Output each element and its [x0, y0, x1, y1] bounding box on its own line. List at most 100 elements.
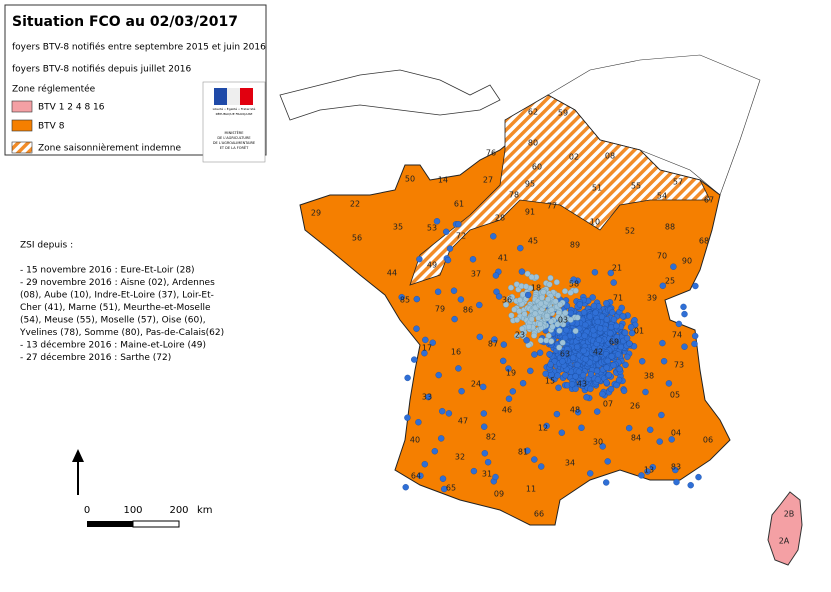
outbreak-dot: [563, 327, 570, 334]
outbreak-dot: [402, 484, 409, 491]
department-label: 58: [569, 280, 579, 289]
outbreak-dot: [594, 408, 601, 415]
outbreak-dot-old: [528, 316, 535, 323]
legend-label: BTV 8: [38, 122, 65, 132]
outbreak-dot: [570, 276, 577, 283]
zsi-lines: - 15 novembre 2016 : Eure-Et-Loir (28) - …: [19, 266, 224, 364]
outbreak-dot: [509, 388, 516, 395]
outbreak-dot: [546, 351, 553, 358]
department-label: 46: [502, 406, 512, 415]
outbreak-dot: [567, 309, 574, 317]
logo-ministry: MINISTÈRE: [225, 130, 244, 135]
outbreak-dot: [673, 478, 680, 486]
department-label: 79: [435, 305, 445, 314]
outbreak-dot-old: [519, 325, 526, 332]
outbreak-dot: [554, 372, 561, 379]
outbreak-dot: [623, 335, 631, 342]
legend-swatch: [11, 141, 33, 154]
outbreak-dot: [605, 371, 613, 379]
outbreak-dot: [599, 443, 606, 450]
outbreak-dot: [470, 467, 478, 475]
scale-bar: [87, 521, 133, 527]
logo-motto: Liberté • Égalité • Fraternité: [213, 106, 256, 111]
department-label: 41: [498, 254, 508, 263]
department-label: 25: [665, 277, 675, 286]
department-label: 22: [350, 200, 360, 209]
outbreak-dot: [500, 357, 507, 365]
department-label: 91: [525, 208, 535, 217]
outbreak-dot: [425, 393, 432, 401]
outbreak-dot: [622, 361, 629, 369]
outbreak-dot: [574, 409, 582, 416]
outbreak-dot: [559, 358, 566, 365]
outbreak-dot-old: [567, 289, 574, 296]
outbreak-dot: [568, 381, 576, 388]
uk-coast: [279, 69, 501, 121]
outbreak-dot: [587, 470, 594, 477]
outbreak-dot: [476, 333, 483, 341]
outbreak-dot: [639, 358, 646, 365]
department-label: 26: [630, 402, 640, 411]
legend-label: BTV 1 2 4 8 16: [38, 103, 105, 113]
department-label: 13: [644, 466, 654, 475]
department-label: 54: [657, 192, 667, 201]
logo-box: [202, 81, 266, 163]
zsi-line: Yvelines (78), Somme (80), Pas-de-Calais…: [19, 328, 224, 338]
outbreak-dot-old: [520, 333, 527, 340]
department-label: 63: [560, 350, 570, 359]
department-label: 2A: [779, 537, 790, 546]
outbreak-dot: [517, 244, 524, 252]
outbreak-dot: [680, 303, 687, 311]
outbreak-dot: [404, 414, 411, 421]
outbreak-dot: [668, 436, 675, 443]
logo-republic: RÉPUBLIQUE FRANÇAISE: [216, 111, 253, 116]
outbreak-dot: [576, 301, 583, 308]
outbreak-dot: [613, 381, 620, 389]
department-label: 45: [528, 237, 538, 246]
department-label: 44: [387, 269, 397, 278]
department-label: 08: [605, 152, 615, 161]
outbreak-dot-old: [523, 283, 530, 290]
outbreak-dot-old: [508, 284, 515, 291]
outbreak-dot-old: [543, 337, 550, 344]
outbreak-dot: [586, 313, 594, 320]
department-label: 65: [446, 484, 456, 493]
outbreak-dot: [536, 349, 544, 356]
department-label: 56: [352, 234, 362, 243]
outbreak-dot: [621, 329, 629, 336]
outbreak-dot: [398, 294, 405, 301]
outbreak-dot: [439, 475, 447, 482]
outbreak-dot: [591, 269, 599, 276]
department-label: 85: [400, 296, 410, 305]
department-label: 33: [422, 393, 432, 402]
outbreak-dot-old: [521, 311, 528, 318]
department-label: 29: [311, 209, 321, 218]
outbreak-dot: [413, 295, 420, 303]
outbreak-dot-old: [559, 339, 566, 346]
department-label: 64: [411, 472, 421, 481]
outbreak-dot-old: [556, 327, 563, 334]
outbreak-dot: [469, 256, 477, 263]
department-label: 71: [613, 294, 623, 303]
zsi-line: (08), Aube (10), Indre-Et-Loire (37), Lo…: [20, 291, 214, 301]
outbreak-dot: [547, 361, 554, 368]
outbreak-dot: [576, 381, 584, 388]
department-label: 37: [471, 270, 481, 279]
department-label: 36: [502, 296, 512, 305]
outbreak-dot: [613, 322, 620, 330]
outbreak-dot: [564, 346, 571, 353]
department-label: 15: [545, 377, 555, 386]
outbreak-dot: [579, 372, 587, 379]
outbreak-dot: [491, 336, 498, 343]
department-label: 42: [593, 348, 603, 357]
outbreak-dots: [398, 218, 702, 493]
department-label: 81: [518, 448, 528, 457]
outbreak-dot: [586, 359, 594, 366]
department-label: 10: [590, 218, 600, 227]
department-label: 61: [454, 200, 464, 209]
outbreak-dot: [607, 330, 614, 337]
outbreak-dot: [569, 354, 577, 361]
department-label: 69: [609, 338, 619, 347]
outbreak-dot: [531, 456, 538, 463]
outbreak-dot-old: [545, 296, 552, 303]
